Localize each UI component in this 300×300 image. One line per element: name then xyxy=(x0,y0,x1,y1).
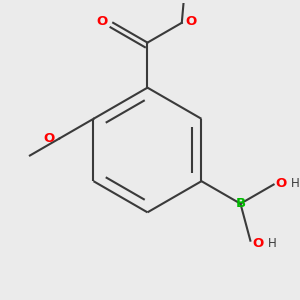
Text: O: O xyxy=(97,15,108,28)
Text: O: O xyxy=(275,177,286,190)
Text: O: O xyxy=(185,15,197,28)
Text: B: B xyxy=(236,197,245,210)
Text: H: H xyxy=(268,237,276,250)
Text: O: O xyxy=(44,132,55,145)
Text: H: H xyxy=(291,177,300,190)
Text: O: O xyxy=(252,237,263,250)
